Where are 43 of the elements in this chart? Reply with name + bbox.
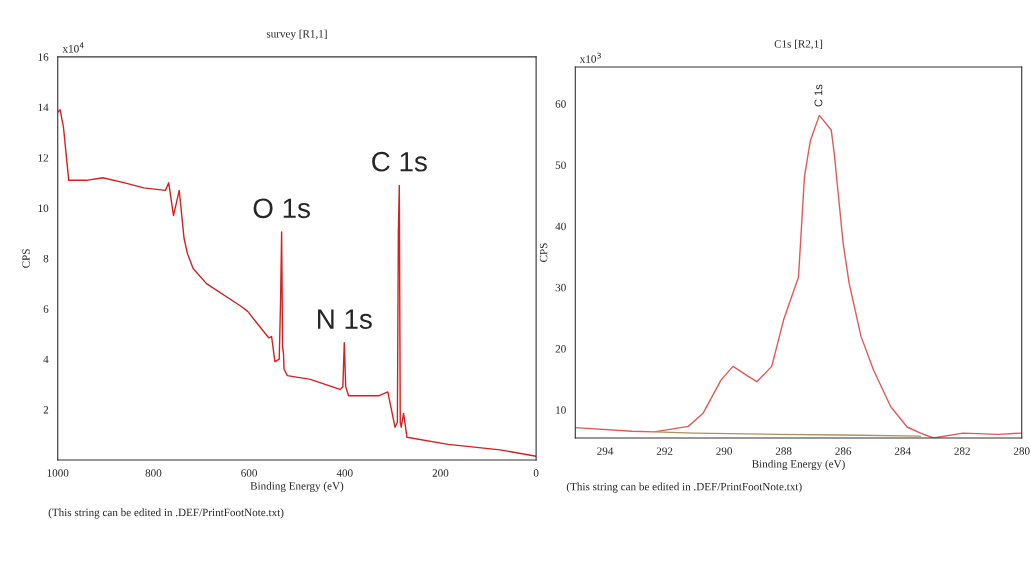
- y-tick-label: 10: [556, 406, 566, 414]
- y-tick-label: 20: [555, 345, 566, 353]
- x-tick-label: 200: [432, 469, 449, 477]
- y-tick-label: 30: [555, 283, 566, 292]
- x-tick-label: 280: [1013, 447, 1030, 455]
- x-tick-label: 292: [656, 447, 673, 455]
- y-tick-label: 8: [43, 254, 49, 263]
- chart-title: survey [R1,1]: [266, 29, 327, 40]
- y-tick-label: 50: [555, 161, 566, 169]
- x-tick-label: 1000: [47, 469, 69, 477]
- y-tick-label: 16: [38, 53, 49, 61]
- y-axis-title: CPS: [22, 249, 30, 268]
- x-tick-label: 800: [145, 469, 162, 477]
- x-tick-label: 400: [336, 469, 353, 477]
- y-axis-title: CPS: [539, 243, 548, 262]
- annotation: O 1s: [253, 198, 310, 219]
- annotation: C 1s: [372, 151, 427, 172]
- x-axis-title: Binding Energy (eV): [250, 481, 344, 492]
- chart-title: C1s [R2,1]: [774, 39, 823, 50]
- y-tick-label: 2: [43, 406, 49, 414]
- x-tick-label: 0: [533, 469, 539, 477]
- x-tick-label: 600: [241, 469, 257, 477]
- y-tick-label: 4: [43, 355, 49, 364]
- x-axis-title: Binding Energy (eV): [752, 459, 845, 470]
- y-tick-label: 6: [43, 305, 49, 313]
- text: x10$^{4}$: [62, 42, 84, 53]
- text: (This string can be edited in .DEF/PrintFootNote.txt): [566, 482, 802, 493]
- y-tick-label: 40: [555, 222, 566, 231]
- annotation: C 1s: [814, 84, 823, 107]
- x-tick-label: 286: [835, 447, 852, 455]
- y-tick-label: 60: [555, 100, 566, 108]
- line-series: [57, 109, 537, 457]
- text: x10$^{3}$: [579, 52, 601, 63]
- y-tick-label: 14: [38, 103, 49, 112]
- x-tick-label: 288: [775, 447, 792, 455]
- y-tick-label: 12: [38, 154, 49, 162]
- x-tick-label: 284: [894, 447, 911, 455]
- text: (This string can be edited in .DEF/PrintFootNote.txt): [48, 508, 284, 519]
- x-tick-label: 282: [954, 447, 970, 455]
- annotation: N 1s: [318, 309, 372, 329]
- y-tick-label: 10: [38, 204, 49, 212]
- x-tick-label: 294: [597, 447, 614, 455]
- x-tick-label: 290: [716, 447, 733, 455]
